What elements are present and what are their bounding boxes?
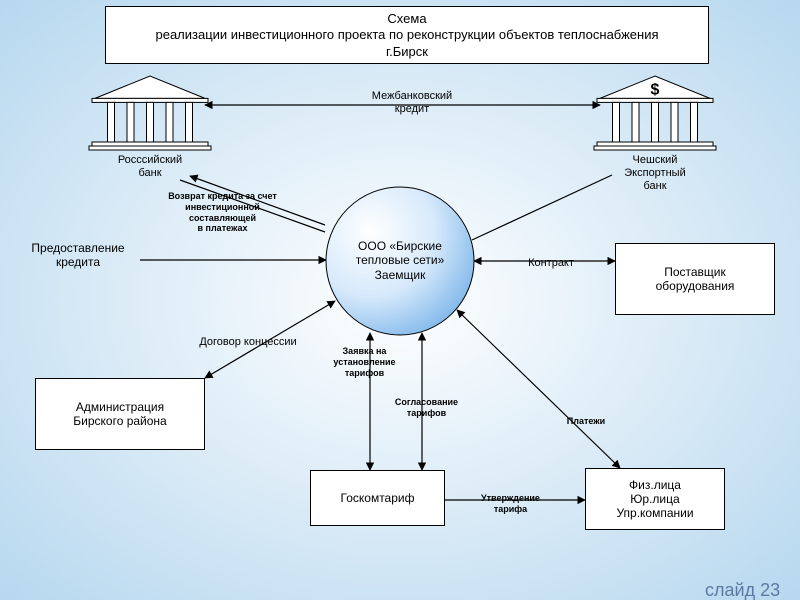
label-soglasovanie: Согласованиетарифов (379, 397, 474, 419)
title-line3: г.Бирск (112, 44, 702, 60)
title-line1: Схема (112, 11, 702, 27)
bank-icon-czech: $ (594, 76, 716, 150)
node-goskom-text: Госкомтариф (341, 491, 415, 505)
label-concession: Договор концессии (178, 336, 318, 349)
node-admin: АдминистрацияБирского района (35, 378, 205, 450)
node-supplier-text: Поставщикоборудования (656, 265, 735, 293)
bank-icon-russian (89, 76, 211, 150)
label-zayavka: Заявка наустановлениетарифов (317, 346, 412, 378)
label-platezhi: Платежи (556, 416, 616, 427)
edge-czbank-to-center (472, 175, 612, 240)
node-fizlica-text: Физ.лицаЮр.лицаУпр.компании (616, 478, 693, 520)
node-goskomtarif: Госкомтариф (310, 470, 445, 526)
label-utverzhdenie: Утверждениетарифа (463, 493, 558, 515)
diagram-stage: Схема реализации инвестиционного проекта… (0, 0, 800, 600)
title-line2: реализации инвестиционного проекта по ре… (112, 27, 702, 43)
node-credit-text: Предоставлениекредита (31, 241, 124, 269)
label-interbank-credit: Межбанковскийкредит (352, 90, 472, 116)
node-fizlica: Физ.лицаЮр.лицаУпр.компании (585, 468, 725, 530)
node-supplier: Поставщикоборудования (615, 243, 775, 315)
bank-right-label: Чешский Экспортный банк (600, 154, 710, 194)
title-box: Схема реализации инвестиционного проекта… (105, 6, 709, 64)
node-credit-provision: Предоставлениекредита (18, 235, 138, 275)
edge-center-to-fiz (457, 310, 620, 468)
center-circle-text: ООО «Бирские тепловые сети» Заемщик (330, 239, 470, 282)
slide-number: слайд 23 (705, 580, 780, 600)
svg-text:$: $ (651, 81, 660, 98)
bank-left-label: Росссийский банк (95, 154, 205, 180)
label-contract: Контракт (511, 257, 591, 270)
label-repay: Возврат кредита за счетинвестиционнойсос… (155, 191, 290, 234)
node-admin-text: АдминистрацияБирского района (73, 400, 166, 428)
